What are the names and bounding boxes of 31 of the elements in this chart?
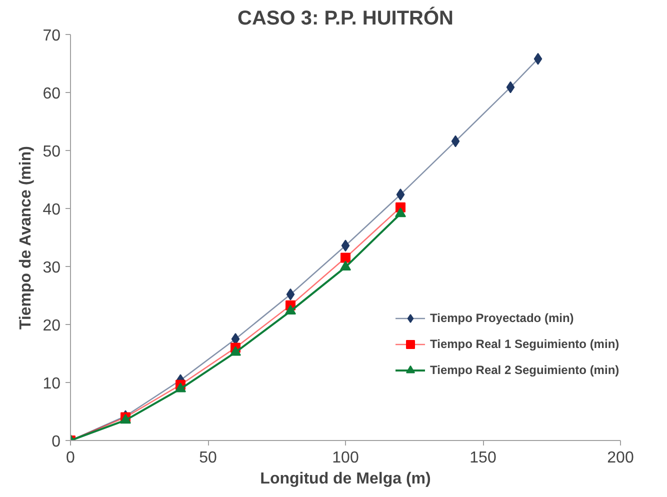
y-tick-label: 0 (52, 434, 61, 450)
y-tick-label: 50 (42, 144, 61, 160)
y-axis-title: Tiempo de Avance (min) (18, 146, 35, 330)
point (285, 304, 296, 315)
point (451, 135, 460, 148)
point (534, 52, 542, 65)
y-tick-label: 40 (42, 202, 61, 218)
x-tick-label: 200 (607, 450, 634, 466)
x-axis-title: Longitud de Melga (m) (260, 470, 431, 488)
legend-label: Tiempo Real 1 Seguimiento (min) (430, 337, 620, 351)
point (175, 382, 186, 392)
legend-label: Tiempo Proyectado (min) (430, 311, 574, 325)
x-tick-label: 0 (66, 450, 76, 466)
point (341, 240, 350, 252)
point (340, 252, 350, 263)
point (286, 288, 295, 300)
y-tick-label: 20 (42, 318, 61, 334)
x-tick-label: 100 (332, 450, 359, 466)
y-tick-label: 70 (42, 28, 61, 44)
point (340, 260, 351, 270)
x-tick-label: 50 (199, 450, 217, 466)
y-tick-label: 30 (42, 260, 61, 276)
y-tick-label: 60 (42, 86, 61, 102)
point (396, 188, 405, 201)
chart-title: CASO 3: P.P. HUITRÓN (238, 6, 454, 30)
point (395, 207, 406, 218)
point (506, 81, 515, 94)
point (230, 346, 241, 356)
x-tick-label: 150 (470, 450, 496, 466)
legend-label: Tiempo Real 2 Seguimiento (min) (430, 363, 620, 377)
y-tick-label: 10 (42, 376, 61, 392)
